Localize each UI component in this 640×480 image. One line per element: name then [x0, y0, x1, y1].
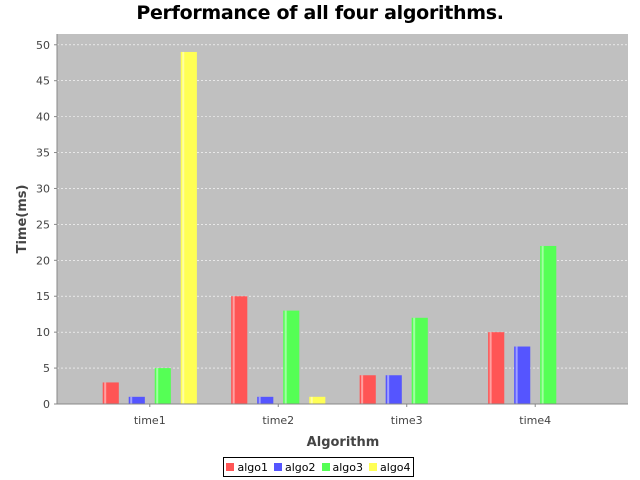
- y-tick-label: 35: [36, 147, 50, 160]
- bar-algo1-time4: [488, 332, 505, 404]
- y-tick-label: 5: [43, 362, 50, 375]
- y-tick-label: 45: [36, 75, 50, 88]
- bar-algo1-time1: [102, 382, 119, 404]
- bar-algo2-time1: [128, 396, 145, 404]
- x-axis-label: Algorithm: [307, 435, 380, 450]
- legend-label: algo1: [237, 460, 268, 474]
- bar-highlight: [258, 396, 261, 404]
- bar-fill: [385, 375, 402, 404]
- bar-fill: [257, 396, 274, 404]
- bar-algo1-time3: [359, 375, 376, 404]
- bar-highlight: [361, 375, 364, 404]
- bar-highlight: [284, 310, 287, 404]
- bar-highlight: [104, 382, 107, 404]
- legend-swatch: [273, 463, 282, 471]
- y-tick-label: 15: [36, 290, 50, 303]
- bar-highlight: [156, 368, 159, 404]
- bar-algo1-time2: [231, 296, 248, 404]
- legend-label: algo3: [332, 460, 364, 474]
- bar-fill: [488, 332, 505, 404]
- x-tick-label: time3: [391, 414, 423, 427]
- legend-item-algo1: algo1: [226, 461, 268, 474]
- x-tick-label: time1: [134, 414, 166, 427]
- x-tick-label: time2: [262, 414, 294, 427]
- bar-highlight: [387, 375, 390, 404]
- bars: [102, 51, 557, 404]
- bar-fill: [154, 368, 171, 404]
- y-axis-ticks: 0 5 10 15 20 25 30 35 40 45 50: [36, 39, 57, 411]
- x-tick-label: time4: [519, 414, 551, 427]
- bar-fill: [309, 396, 326, 404]
- legend-label: algo4: [380, 460, 411, 474]
- y-tick-label: 0: [43, 398, 50, 411]
- bar-highlight: [541, 245, 544, 404]
- bar-algo2-time3: [385, 375, 402, 404]
- x-axis-ticks: time1 time2 time3 time4: [134, 404, 551, 427]
- y-tick-label: 10: [36, 326, 50, 339]
- bar-algo3-time4: [540, 245, 557, 404]
- bar-fill: [359, 375, 376, 404]
- bar-highlight: [130, 396, 133, 404]
- bar-fill: [180, 51, 197, 404]
- bar-fill: [128, 396, 145, 404]
- y-tick-label: 50: [36, 39, 50, 52]
- y-axis-label: Time(ms): [15, 185, 30, 254]
- legend: algo1 algo2 algo3 algo4: [223, 457, 414, 477]
- bar-algo2-time2: [257, 396, 274, 404]
- legend-item-algo4: algo4: [369, 461, 411, 474]
- bar-highlight: [182, 51, 185, 404]
- bar-algo3-time1: [154, 368, 171, 404]
- bar-highlight: [232, 296, 235, 404]
- chart-title: Performance of all four algorithms.: [136, 2, 504, 24]
- legend-swatch: [369, 463, 378, 471]
- bar-highlight: [413, 317, 416, 404]
- bar-highlight: [489, 332, 492, 404]
- legend-item-algo2: algo2: [273, 460, 316, 474]
- legend-item-algo3: algo3: [321, 460, 364, 474]
- bar-fill: [231, 296, 248, 404]
- y-tick-label: 30: [36, 182, 50, 195]
- bar-algo3-time3: [411, 317, 428, 404]
- bar-fill: [514, 346, 531, 404]
- bar-algo3-time2: [283, 310, 300, 404]
- legend-label: algo2: [284, 460, 316, 474]
- bar-highlight: [310, 396, 313, 404]
- bar-fill: [102, 382, 119, 404]
- legend-swatch: [321, 463, 330, 471]
- plot-area: [57, 34, 628, 404]
- y-tick-label: 25: [36, 218, 50, 231]
- bar-fill: [540, 245, 557, 404]
- bar-algo4-time1: [180, 51, 197, 404]
- bar-highlight: [515, 346, 518, 404]
- bar-algo4-time2: [309, 396, 326, 404]
- y-tick-label: 40: [36, 111, 50, 124]
- bar-algo2-time4: [514, 346, 531, 404]
- bar-fill: [411, 317, 428, 404]
- y-tick-label: 20: [36, 254, 50, 267]
- bar-fill: [283, 310, 300, 404]
- grid-lines: [57, 44, 628, 369]
- legend-swatch: [226, 463, 235, 471]
